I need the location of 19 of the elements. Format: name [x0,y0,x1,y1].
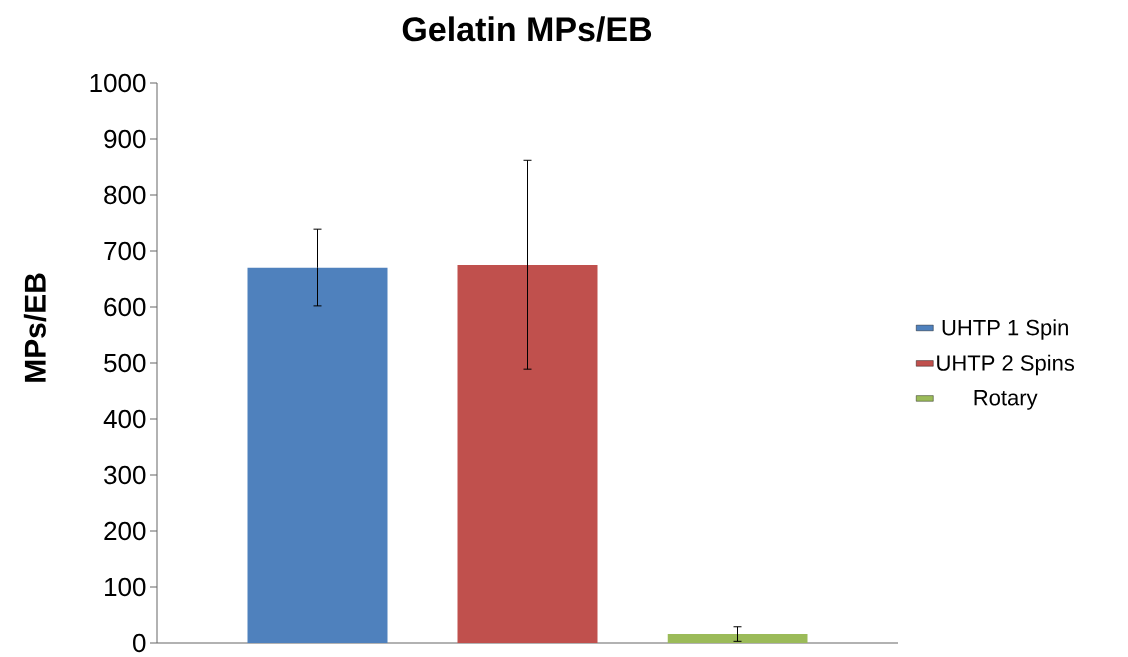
bar [667,634,808,643]
y-axis-title: MPs/EB [23,273,47,382]
legend-label: UHTP 2 Spins [937,354,1075,376]
y-tick-label: 0 [133,633,146,653]
y-tick-label: 800 [104,185,146,205]
bar [457,265,598,643]
chart-title: Gelatin MPs/EB [402,16,652,42]
y-tick-label: 900 [104,129,146,149]
y-tick-label: 200 [104,521,146,541]
y-tick-label: 100 [105,577,146,597]
legend-label: UHTP 1 Spin [942,319,1068,340]
y-tick-label: 1000 [90,73,146,93]
y-tick-label: 600 [104,297,146,317]
y-tick-label: 700 [104,241,146,261]
legend-label: Rotary [974,390,1038,410]
y-tick-label: 500 [104,353,146,373]
y-tick-label: 300 [104,465,146,485]
y-tick-label: 400 [103,409,146,429]
bar [247,267,388,643]
